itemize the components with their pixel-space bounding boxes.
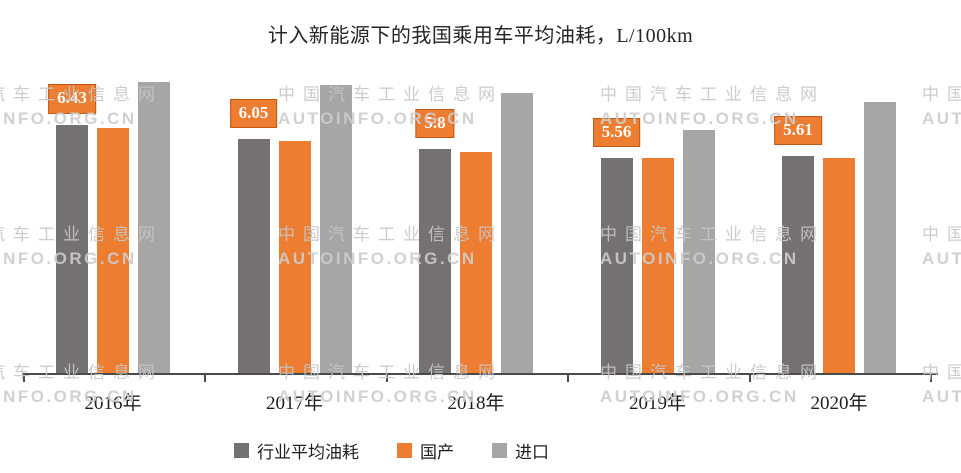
x-axis-tick-3 bbox=[567, 375, 569, 382]
legend-swatch-industry-average bbox=[234, 443, 249, 458]
bar-import-2 bbox=[501, 93, 533, 374]
data-label-2: 5.8 bbox=[415, 108, 455, 138]
x-axis-tick-4 bbox=[749, 375, 751, 382]
legend-label-domestic: 国产 bbox=[420, 443, 454, 462]
x-axis-tick-1 bbox=[204, 375, 206, 382]
watermark-text-cn: 中国汽车工业信息网 bbox=[600, 85, 825, 104]
legend: 行业平均油耗 国产 进口 bbox=[234, 438, 549, 463]
x-axis-tick-2 bbox=[386, 375, 388, 382]
legend-label-industry-average: 行业平均油耗 bbox=[257, 443, 359, 462]
data-label-4: 5.61 bbox=[774, 115, 822, 146]
x-axis-tick-0 bbox=[23, 375, 25, 382]
watermark-text-en: AUTOINFO.ORG.CN bbox=[922, 109, 961, 128]
watermark-text-cn: 中国汽车工业信息网 bbox=[922, 85, 961, 104]
watermark-0-1: 中国汽车工业信息网 AUTOINFO.ORG.CN bbox=[278, 86, 503, 127]
bar-import-1 bbox=[319, 84, 352, 374]
legend-item-industry-average: 行业平均油耗 bbox=[234, 438, 359, 463]
bar-industry-average-2 bbox=[419, 149, 451, 374]
bar-domestic-2 bbox=[460, 151, 492, 374]
data-label-1: 6.05 bbox=[229, 98, 278, 129]
bar-industry-average-1 bbox=[237, 139, 270, 374]
x-axis-tick-5 bbox=[930, 375, 932, 382]
x-axis-line bbox=[22, 373, 938, 375]
x-axis-label-1: 2017年 bbox=[265, 393, 324, 414]
legend-item-import: 进口 bbox=[492, 438, 549, 463]
watermark-0-3: 中国汽车工业信息网 AUTOINFO.ORG.CN bbox=[922, 86, 961, 127]
bar-import-4 bbox=[864, 102, 896, 374]
legend-item-domestic: 国产 bbox=[397, 438, 454, 463]
bar-industry-average-0 bbox=[56, 124, 88, 374]
bar-import-3 bbox=[682, 129, 715, 374]
watermark-1-3: 中国汽车工业信息网 AUTOINFO.ORG.CN bbox=[922, 226, 961, 267]
bar-import-0 bbox=[138, 81, 170, 374]
watermark-text-cn: 中国汽车工业信息网 bbox=[922, 225, 961, 244]
bar-domestic-4 bbox=[823, 157, 855, 374]
bar-industry-average-4 bbox=[782, 156, 814, 374]
watermark-text-cn: 中国汽车工业信息网 bbox=[278, 85, 503, 104]
data-label-3: 5.56 bbox=[592, 117, 641, 148]
chart-title: 计入新能源下的我国乘用车平均油耗，L/100km bbox=[267, 25, 694, 47]
bar-domestic-3 bbox=[641, 157, 674, 374]
x-axis-label-3: 2019年 bbox=[628, 393, 687, 414]
legend-swatch-domestic bbox=[397, 443, 412, 458]
x-axis-label-4: 2020年 bbox=[810, 393, 868, 414]
x-axis-label-2: 2018年 bbox=[447, 393, 505, 414]
x-axis-label-0: 2016年 bbox=[84, 393, 142, 414]
legend-swatch-import bbox=[492, 443, 507, 458]
bar-domestic-0 bbox=[97, 128, 129, 374]
watermark-text-en: AUTOINFO.ORG.CN bbox=[278, 109, 477, 128]
bar-domestic-1 bbox=[278, 140, 311, 374]
bar-industry-average-3 bbox=[600, 158, 633, 374]
watermark-text-en: AUTOINFO.ORG.CN bbox=[922, 387, 961, 406]
legend-label-import: 进口 bbox=[515, 443, 549, 462]
data-label-0: 6.43 bbox=[48, 84, 96, 114]
watermark-text-en: AUTOINFO.ORG.CN bbox=[922, 249, 961, 268]
